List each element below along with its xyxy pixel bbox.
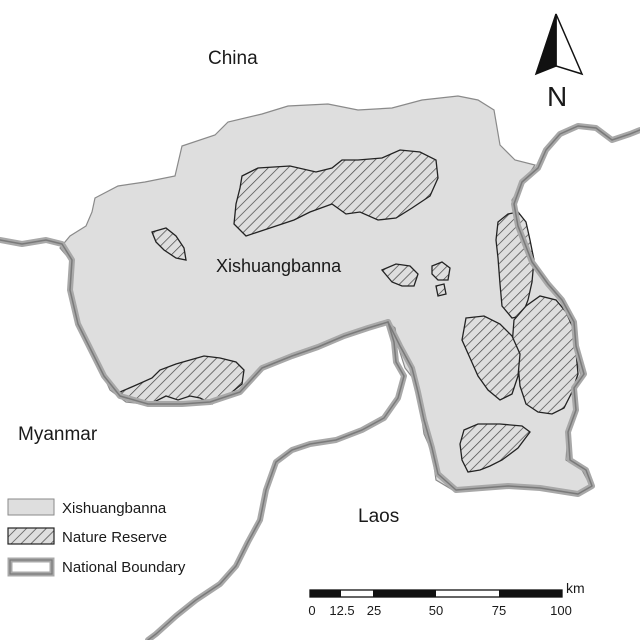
scale-tick-4: 75 xyxy=(492,603,506,618)
north-arrow-shaded-half xyxy=(534,13,557,76)
scale-segment-4 xyxy=(499,590,562,597)
label-china: China xyxy=(208,48,258,69)
legend-label-national-boundary: National Boundary xyxy=(62,559,186,576)
boundary-laos-east-core xyxy=(387,125,640,495)
north-arrow-label: N xyxy=(547,81,567,112)
legend: Xishuangbanna Nature Reserve National Bo… xyxy=(7,498,186,577)
scale-tick-1: 12.5 xyxy=(329,603,354,618)
legend-swatch-double-line xyxy=(7,557,55,577)
legend-label-xishuangbanna: Xishuangbanna xyxy=(62,500,167,517)
boundary-myanmar-laos-core xyxy=(147,321,405,640)
label-myanmar: Myanmar xyxy=(18,424,98,445)
scale-tick-2: 25 xyxy=(367,603,381,618)
scale-tick-0: 0 xyxy=(308,603,315,618)
legend-swatch-hatched xyxy=(7,527,55,545)
boundary-myanmar-north-core xyxy=(0,239,389,405)
national-boundaries xyxy=(0,123,640,640)
label-laos: Laos xyxy=(358,506,399,527)
nature-reserve-central-b xyxy=(431,261,451,281)
nature-reserve-west-small xyxy=(151,227,187,261)
legend-item-national-boundary: National Boundary xyxy=(7,557,186,577)
nature-reserve-north-main xyxy=(233,149,439,237)
nature-reserve-southeast-west xyxy=(461,315,521,401)
nature-reserves xyxy=(118,149,579,473)
scale-segment-0 xyxy=(310,590,341,597)
legend-swatch-gray-fill xyxy=(7,498,55,516)
legend-label-nature-reserve: Nature Reserve xyxy=(62,529,167,546)
north-arrow: N xyxy=(534,13,584,112)
legend-item-xishuangbanna: Xishuangbanna xyxy=(7,498,167,517)
legend-swatch-double-line-core xyxy=(9,559,53,575)
scale-tick-5: 100 xyxy=(550,603,572,618)
north-arrow-icon xyxy=(555,13,584,76)
scale-segment-2 xyxy=(373,590,436,597)
scale-bar: 0 12.5 25 50 75 100 km xyxy=(308,580,584,618)
scale-unit: km xyxy=(566,580,585,596)
nature-reserve-central-a xyxy=(380,263,419,287)
scale-tick-3: 50 xyxy=(429,603,443,618)
nature-reserve-central-c xyxy=(435,283,447,297)
nature-reserve-southwest xyxy=(118,355,245,405)
label-xishuangbanna: Xishuangbanna xyxy=(216,256,342,276)
nature-reserve-south xyxy=(459,423,531,473)
legend-item-nature-reserve: Nature Reserve xyxy=(7,527,167,546)
